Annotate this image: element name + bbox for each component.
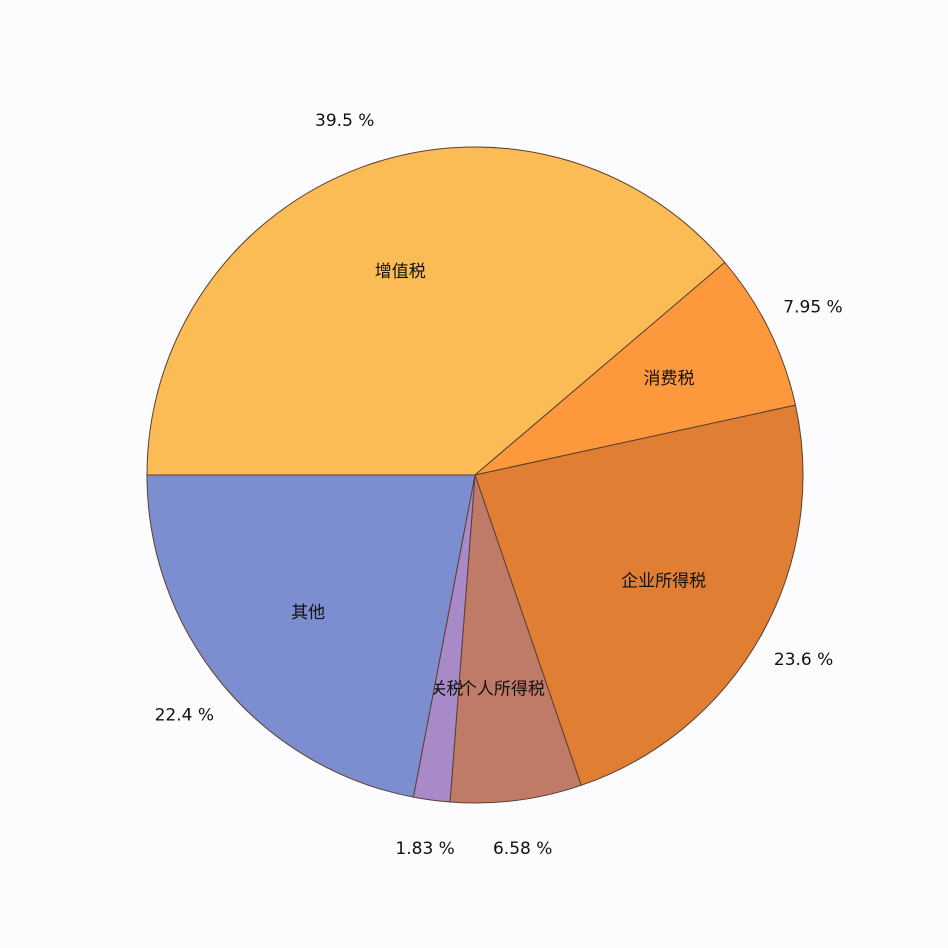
slice-label: 消费税: [643, 369, 694, 389]
value-label: 39.5 %: [315, 111, 374, 131]
slice: [474, 404, 804, 786]
slice: [474, 261, 797, 476]
slice: [146, 146, 726, 476]
slice-label: 关税: [429, 680, 463, 700]
slice-label: 企业所得税: [621, 571, 706, 591]
slice: [449, 474, 582, 804]
slice: [146, 474, 476, 798]
value-label: 23.6 %: [774, 650, 833, 670]
value-label: 1.83 %: [395, 839, 454, 859]
slice-label: 其他: [291, 603, 325, 623]
value-label: 7.95 %: [783, 298, 842, 318]
slice-label: 增值税: [375, 262, 426, 282]
slice-label: 个人所得税: [460, 680, 545, 700]
value-label: 22.4 %: [155, 705, 214, 725]
value-label: 6.58 %: [493, 839, 552, 859]
